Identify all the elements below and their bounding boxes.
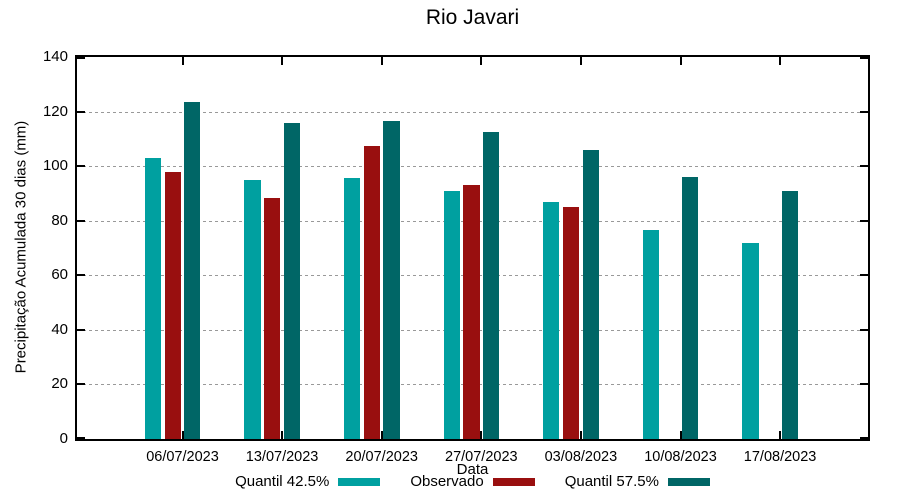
y-tick-mark [77,165,85,168]
x-tick-label: 13/07/2023 [245,449,319,465]
bar-quantil-42-5- [742,242,759,439]
y-tick-mark [860,57,868,59]
legend: Quantil 42.5% Observado Quantil 57.5% [75,473,870,490]
x-tick-mark [779,57,782,65]
bar-observado [562,207,580,439]
bar-quantil-42-5- [144,157,162,439]
legend-swatch [667,477,710,486]
y-tick-label: 20 [51,375,68,393]
y-tick-mark [860,328,868,331]
x-axis-label: Data [456,461,489,478]
y-tick-mark [860,437,868,439]
bar-observado [164,171,181,439]
bar-quantil-42-5- [344,178,361,439]
y-tick-label: 100 [42,157,68,175]
x-tick-mark [281,431,284,439]
y-tick-label: 80 [51,211,68,229]
legend-label: Quantil 42.5% [235,473,330,490]
bar-quantil-42-5- [543,201,560,439]
legend-item: Observado [410,473,535,490]
y-tick-mark [860,274,868,277]
y-tick-mark [77,57,85,59]
y-tick-label: 140 [42,48,68,65]
y-tick-mark [77,219,85,222]
x-tick-label: 03/08/2023 [544,449,618,465]
bar-quantil-42-5- [244,179,261,439]
x-tick-mark [281,57,284,65]
y-tick-label: 120 [42,102,68,120]
x-tick-mark [380,431,383,439]
legend-item: Quantil 42.5% [235,473,381,490]
y-tick-mark [77,383,85,386]
bar-quantil-57-5- [483,132,500,439]
y-tick-mark [77,328,85,331]
y-axis-label: Precipitação Acumulada 30 dias (mm) [12,120,30,374]
chart-title: Rio Javari [425,6,520,29]
legend-item: Quantil 57.5% [565,473,710,490]
y-tick-mark [860,165,868,168]
y-tick-label: 0 [59,430,68,447]
y-tick-mark [860,110,868,113]
x-tick-label: 10/08/2023 [644,449,717,465]
x-tick-label: 27/07/2023 [445,449,518,465]
y-tick-mark [860,383,868,386]
bar-quantil-57-5- [582,149,599,439]
gridline [77,111,868,113]
y-tick-mark [860,219,868,222]
x-tick-mark [181,431,184,439]
bar-observado [264,197,281,439]
x-tick-mark [380,57,383,65]
bar-quantil-57-5- [383,121,400,439]
y-tick-mark [77,274,85,277]
bar-quantil-57-5- [283,122,301,439]
legend-swatch [492,477,535,486]
plot-area [75,55,870,441]
x-tick-mark [579,431,582,439]
x-tick-mark [579,57,582,65]
bar-quantil-42-5- [443,190,460,439]
x-tick-label: 06/07/2023 [146,449,219,465]
y-tick-label: 40 [51,320,68,338]
bar-quantil-57-5- [781,190,799,439]
bar-quantil-57-5- [682,177,699,439]
x-tick-mark [480,57,483,65]
x-tick-mark [181,57,184,65]
x-tick-mark [679,431,682,439]
bar-quantil-42-5- [642,230,660,439]
bar-observado [363,145,380,439]
bar-quantil-57-5- [184,102,201,439]
x-tick-label: 17/08/2023 [743,449,817,465]
x-tick-label: 20/07/2023 [345,449,418,465]
y-tick-label: 60 [51,266,68,284]
y-tick-mark [77,437,85,439]
x-tick-mark [679,57,682,65]
y-tick-mark [77,110,85,113]
legend-label: Observado [410,473,484,490]
x-tick-mark [480,431,483,439]
legend-label: Quantil 57.5% [564,473,659,490]
legend-swatch [338,477,381,486]
bar-observado [463,185,480,439]
x-tick-mark [779,431,782,439]
gridline [77,166,868,168]
